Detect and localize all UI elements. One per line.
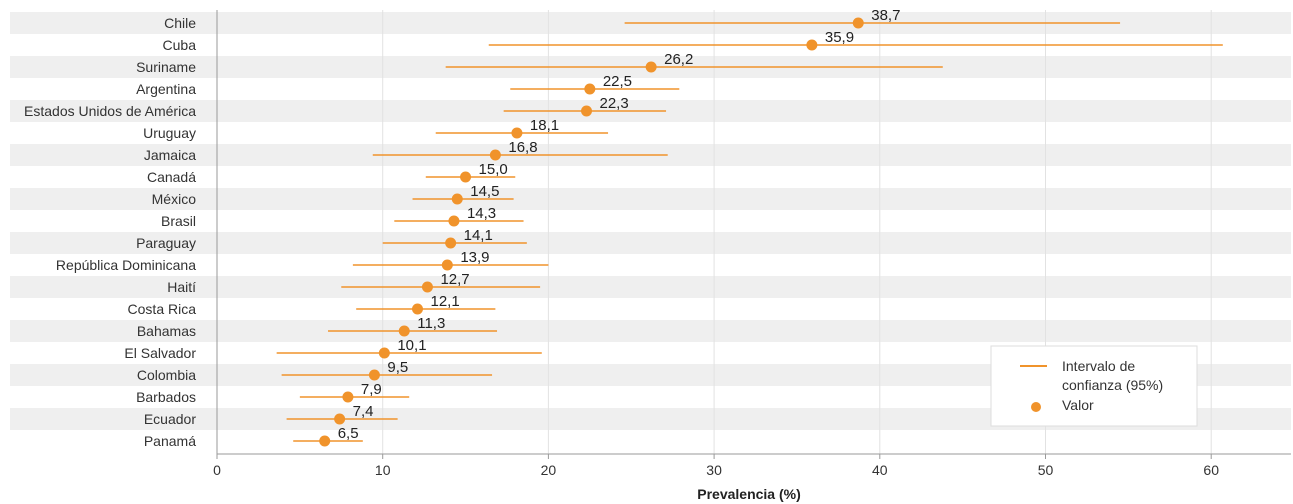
- value-label: 38,7: [871, 7, 900, 24]
- value-dot: [806, 39, 818, 51]
- category-label: Canadá: [147, 169, 196, 185]
- row-band: [10, 232, 1291, 254]
- x-tick-label: 30: [706, 462, 722, 478]
- value-label: 14,1: [464, 227, 493, 244]
- category-label: Uruguay: [143, 125, 196, 141]
- category-label: Colombia: [137, 367, 196, 383]
- value-label: 22,5: [603, 73, 632, 90]
- category-label: Haití: [167, 279, 196, 295]
- value-label: 6,5: [338, 425, 359, 442]
- category-label: Brasil: [161, 213, 196, 229]
- category-labels: Chile Cuba Suriname Argentina Estados Unidos…: [24, 15, 196, 449]
- value-label: 12,1: [430, 293, 459, 310]
- value-dot: [319, 435, 331, 447]
- data-marks: 38,7 35,9 26,2 22,5 22,3 18,1 16,815,0 14,5 14,3…: [276, 7, 1223, 447]
- category-label: Suriname: [136, 59, 196, 75]
- value-dot: [411, 303, 423, 315]
- category-label: Ecuador: [144, 411, 196, 427]
- category-label: Barbados: [136, 389, 196, 405]
- category-label: Argentina: [136, 81, 196, 97]
- value-label: 15,0: [479, 161, 508, 178]
- x-tick-label: 0: [213, 462, 221, 478]
- x-tick-label: 40: [872, 462, 888, 478]
- category-label: Panamá: [144, 433, 196, 449]
- category-label: Cuba: [163, 37, 197, 53]
- x-tick-label: 50: [1038, 462, 1054, 478]
- value-label: 35,9: [825, 29, 854, 46]
- value-dot: [445, 237, 457, 249]
- value-label: 7,4: [353, 403, 374, 420]
- row-band: [10, 364, 1291, 386]
- value-label: 26,2: [664, 51, 693, 68]
- value-dot: [511, 127, 523, 139]
- value-label: 16,8: [508, 139, 537, 156]
- value-label: 18,1: [530, 117, 559, 134]
- x-tick-label: 20: [541, 462, 557, 478]
- value-label: 14,3: [467, 205, 496, 222]
- value-dot: [451, 193, 463, 205]
- legend-box: [990, 345, 1198, 427]
- value-label: 11,3: [417, 315, 445, 332]
- value-label: 13,9: [460, 249, 489, 266]
- category-label: República Dominicana: [56, 257, 196, 273]
- x-tick-label: 10: [375, 462, 391, 478]
- category-label: Jamaica: [144, 147, 196, 163]
- legend: Intervalo de confianza (95%) Valor: [990, 345, 1198, 427]
- value-dot: [645, 61, 657, 73]
- x-axis-title: Prevalencia (%): [697, 486, 801, 502]
- row-band: [10, 188, 1291, 210]
- row-band: [10, 320, 1291, 342]
- value-label: 9,5: [387, 359, 408, 376]
- x-tick-labels: 0 10 20 30 40 50 60: [213, 454, 1219, 478]
- value-dot: [342, 391, 354, 403]
- value-label: 22,3: [600, 95, 629, 112]
- legend-ci-label: Intervalo de confianza (95%): [1062, 358, 1163, 393]
- value-label: 14,5: [470, 183, 499, 200]
- category-label: Bahamas: [137, 323, 196, 339]
- value-dot: [489, 149, 501, 161]
- value-dot: [448, 215, 460, 227]
- value-dot: [421, 281, 433, 293]
- value-label: 7,9: [361, 381, 382, 398]
- legend-value-dot-icon: [1031, 402, 1041, 412]
- value-dot: [378, 347, 390, 359]
- row-band: [10, 276, 1291, 298]
- row-band: [10, 408, 1291, 430]
- value-dot: [852, 17, 864, 29]
- value-dot: [334, 413, 346, 425]
- legend-value-label: Valor: [1062, 397, 1094, 413]
- category-label: Costa Rica: [128, 301, 197, 317]
- category-label: Chile: [164, 15, 196, 31]
- value-label: 12,7: [440, 271, 469, 288]
- value-dot: [581, 105, 593, 117]
- axes: [216, 10, 1291, 455]
- category-label: El Salvador: [124, 345, 196, 361]
- category-label: Paraguay: [136, 235, 196, 251]
- value-dot: [441, 259, 453, 271]
- category-label: México: [152, 191, 197, 207]
- value-dot: [398, 325, 410, 337]
- x-tick-label: 60: [1203, 462, 1219, 478]
- value-label: 10,1: [397, 337, 426, 354]
- value-dot: [368, 369, 380, 381]
- value-dot: [460, 171, 472, 183]
- value-dot: [584, 83, 596, 95]
- category-label: Estados Unidos de América: [24, 103, 196, 119]
